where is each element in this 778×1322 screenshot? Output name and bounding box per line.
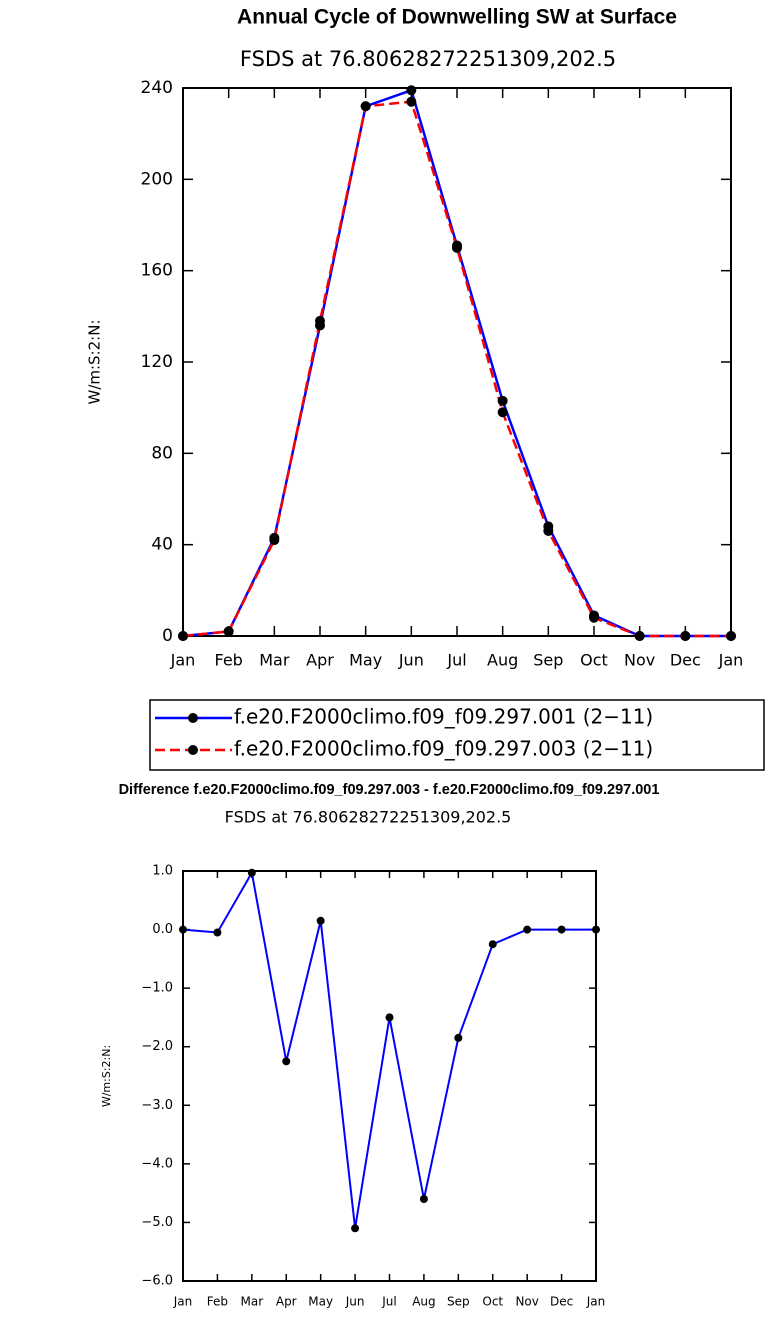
x-tick-label: Jan [170, 651, 196, 670]
chart-subtitle: FSDS at 76.80628272251309,202.5 [225, 808, 512, 827]
data-point [543, 525, 554, 536]
x-tick-label: Aug [487, 651, 518, 670]
x-tick-label: Oct [580, 651, 608, 670]
x-tick-label: Jan [718, 651, 744, 670]
series-line [182, 869, 596, 1229]
data-point [179, 925, 187, 934]
data-point [488, 940, 497, 949]
x-tick-label: Mar [241, 1295, 264, 1309]
x-tick-label: Jul [381, 1295, 396, 1309]
y-tick-label: 160 [141, 261, 173, 281]
data-point [385, 1013, 394, 1022]
data-point [178, 631, 188, 641]
series-line [182, 100, 731, 638]
x-tick-label: Apr [276, 1295, 297, 1309]
x-tick-label: Apr [306, 651, 334, 670]
data-point [223, 626, 234, 637]
y-tick-label: 120 [141, 352, 173, 372]
y-tick-label: −2.0 [141, 1039, 173, 1054]
data-point [360, 101, 371, 112]
series-line [182, 88, 731, 638]
plot-frame [182, 87, 732, 637]
data-point [315, 315, 325, 326]
data-point [680, 631, 691, 641]
data-point [497, 395, 508, 406]
data-point [351, 1224, 360, 1233]
data-point [316, 916, 325, 925]
data-point [282, 1057, 291, 1066]
y-tick-label: −5.0 [141, 1215, 173, 1230]
y-tick-label: 0 [162, 626, 173, 646]
x-tick-label: Nov [624, 651, 655, 670]
data-point [454, 1033, 463, 1042]
x-tick-label: Feb [207, 1295, 228, 1309]
y-axis-label: W/m:S:2:N: [86, 320, 104, 405]
y-tick-label: −3.0 [141, 1098, 173, 1113]
chart-subtitle: FSDS at 76.80628272251309,202.5 [240, 47, 616, 71]
data-point [213, 928, 222, 937]
y-tick-label: 240 [141, 78, 173, 98]
legend-marker [188, 745, 198, 755]
x-tick-label: Feb [215, 651, 243, 670]
data-point [523, 925, 532, 934]
y-tick-label: −4.0 [141, 1156, 173, 1171]
legend-box [149, 699, 765, 771]
x-tick-label: Aug [412, 1295, 435, 1309]
data-point [726, 631, 736, 641]
data-point [406, 85, 417, 96]
data-point [419, 1195, 428, 1203]
data-point [497, 407, 508, 418]
x-tick-label: Mar [259, 651, 290, 670]
data-point [592, 925, 600, 934]
x-tick-label: Nov [515, 1295, 538, 1309]
y-tick-label: −6.0 [141, 1274, 173, 1289]
data-point [247, 868, 256, 877]
x-tick-label: Jun [398, 651, 424, 670]
x-tick-label: Jan [586, 1295, 606, 1309]
x-tick-label: Dec [550, 1295, 573, 1309]
legend-label: f.e20.F2000climo.f09_f09.297.003 (2−11) [234, 737, 653, 761]
data-point [269, 535, 280, 546]
x-tick-label: May [349, 651, 382, 670]
chart-title: Difference f.e20.F2000climo.f09_f09.297.… [119, 782, 660, 798]
x-tick-label: Oct [482, 1295, 503, 1309]
y-tick-label: 1.0 [152, 864, 173, 879]
data-point [557, 925, 566, 934]
data-point [634, 631, 645, 641]
x-tick-label: May [308, 1295, 333, 1309]
x-tick-label: Jul [446, 651, 466, 670]
legend-marker [188, 713, 198, 723]
y-axis-label: W/m:S:2:N: [100, 1045, 113, 1107]
data-point [406, 96, 417, 107]
x-tick-label: Jun [345, 1295, 365, 1309]
x-tick-label: Sep [447, 1295, 470, 1309]
x-tick-label: Dec [670, 651, 701, 670]
y-tick-label: 40 [151, 535, 173, 555]
chart-title: Annual Cycle of Downwelling SW at Surfac… [237, 6, 677, 29]
y-tick-label: 200 [141, 169, 173, 189]
data-point [589, 612, 599, 623]
y-tick-label: 80 [151, 443, 173, 463]
y-tick-label: 0.0 [152, 922, 173, 937]
legend-label: f.e20.F2000climo.f09_f09.297.001 (2−11) [234, 705, 653, 729]
plot-frame [182, 870, 597, 1282]
data-point [452, 242, 462, 253]
x-tick-label: Jan [173, 1295, 193, 1309]
y-tick-label: −1.0 [141, 981, 173, 996]
x-tick-label: Sep [533, 651, 563, 670]
